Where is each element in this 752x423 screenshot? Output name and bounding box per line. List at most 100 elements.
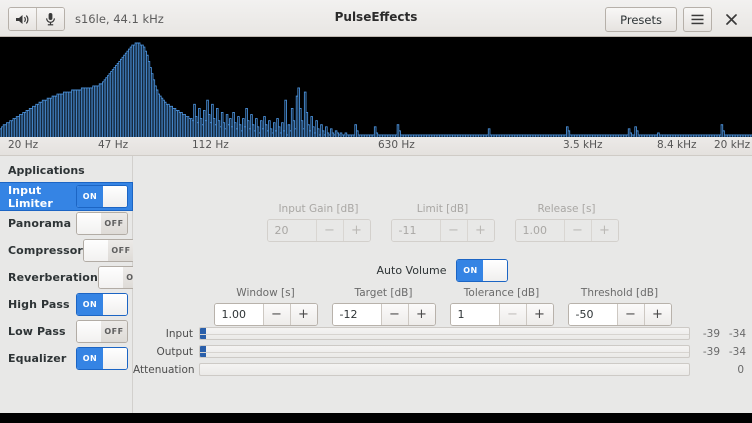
spectrum-graph bbox=[0, 42, 752, 137]
effect-toggle-state: OFF bbox=[101, 213, 127, 234]
auto-volume-row: Auto Volume ON bbox=[133, 259, 752, 282]
spectrum-waveform bbox=[0, 42, 752, 137]
limiter-top-controls: Input Gain [dB] 20− + Limit [dB] -11− + Releas… bbox=[133, 203, 752, 242]
spectrum-analyzer bbox=[0, 37, 752, 137]
spinner-increment-button[interactable]: + bbox=[289, 304, 317, 325]
spinner-label: Release [s] bbox=[537, 203, 596, 215]
sidebar-item-label: Panorama bbox=[8, 217, 72, 230]
effect-toggle-state: ON bbox=[77, 186, 103, 207]
sidebar-item-label: Equalizer bbox=[8, 352, 67, 365]
spinner-group: Window [s] 1.00− + bbox=[213, 287, 318, 326]
freq-axis-tick: 20 kHz bbox=[714, 139, 751, 151]
auto-volume-controls: Window [s] 1.00− + Target [dB] -12− + Toleranc… bbox=[133, 287, 752, 326]
freq-axis-tick: 8.4 kHz bbox=[657, 139, 697, 151]
spinner-decrement-button[interactable]: − bbox=[262, 304, 290, 325]
level-meters: Input -39 -34 Output -39 -34 Attenuation 0 bbox=[133, 326, 746, 380]
spinner-decrement-button: − bbox=[563, 220, 591, 241]
spinner-limit-db[interactable]: -11− + bbox=[390, 219, 495, 242]
meter-bar-output bbox=[199, 345, 690, 358]
close-icon[interactable] bbox=[718, 8, 744, 31]
content-area: Applications Input Limiter ON Panorama OFF C… bbox=[0, 156, 752, 413]
sidebar-item-panorama[interactable]: Panorama OFF bbox=[0, 210, 132, 237]
spinner-decrement-button: − bbox=[315, 220, 343, 241]
effect-toggle-state: ON bbox=[77, 294, 103, 315]
spinner-group: Target [dB] -12− + bbox=[331, 287, 436, 326]
meter-value: -39 bbox=[702, 327, 720, 340]
spinner-decrement-button: − bbox=[439, 220, 467, 241]
effect-toggle-switch[interactable]: OFF bbox=[76, 320, 128, 343]
sidebar-item-input-limiter[interactable]: Input Limiter ON bbox=[0, 182, 133, 211]
spinner-increment-button: + bbox=[466, 220, 494, 241]
spinner-value[interactable]: -50 bbox=[568, 304, 617, 325]
spinner-value[interactable]: 1.00 bbox=[515, 220, 564, 241]
spinner-group: Release [s] 1.00− + bbox=[514, 203, 619, 242]
meter-row: Output -39 -34 bbox=[133, 344, 746, 359]
meter-row: Attenuation 0 bbox=[133, 362, 746, 377]
sidebar-list: Input Limiter ON Panorama OFF Compressor OFF R… bbox=[0, 182, 150, 372]
spinner-tolerance-db[interactable]: 1− + bbox=[449, 303, 554, 326]
effect-toggle-state: OFF bbox=[101, 321, 127, 342]
frequency-axis: 20 Hz 47 Hz 112 Hz 630 Hz 3.5 kHz 8.4 kHz 20 k… bbox=[0, 137, 752, 156]
spinner-label: Input Gain [dB] bbox=[278, 203, 359, 215]
title-bar: s16le, 44.1 kHz PulseEffects Presets bbox=[0, 0, 752, 37]
effect-toggle-switch[interactable]: ON bbox=[76, 185, 128, 208]
effects-sidebar: Applications Input Limiter ON Panorama OFF C… bbox=[0, 156, 150, 413]
meter-row: Input -39 -34 bbox=[133, 326, 746, 341]
spinner-decrement-button[interactable]: − bbox=[616, 304, 644, 325]
effect-toggle-switch[interactable]: OFF bbox=[76, 212, 128, 235]
sidebar-item-high-pass[interactable]: High Pass ON bbox=[0, 291, 132, 318]
sidebar-item-label: High Pass bbox=[8, 298, 70, 311]
meter-bar-input bbox=[199, 327, 690, 340]
spinner-release-s[interactable]: 1.00− + bbox=[514, 219, 619, 242]
meter-label: Output bbox=[156, 345, 193, 358]
effect-toggle-switch[interactable]: OFF bbox=[82, 239, 135, 262]
meter-bar-attenuation bbox=[199, 363, 690, 376]
spinner-value[interactable]: -11 bbox=[391, 220, 440, 241]
effect-toggle-switch[interactable]: ON bbox=[76, 293, 128, 316]
auto-volume-switch[interactable]: ON bbox=[456, 259, 509, 282]
device-mode-toggle-group[interactable] bbox=[8, 7, 65, 31]
spinner-increment-button[interactable]: + bbox=[643, 304, 671, 325]
meter-values: -39 -34 bbox=[690, 346, 746, 358]
sidebar-item-equalizer[interactable]: Equalizer ON bbox=[0, 345, 132, 372]
effect-toggle-switch[interactable]: ON bbox=[76, 347, 128, 370]
spinner-threshold-db[interactable]: -50− + bbox=[567, 303, 672, 326]
spinner-increment-button: + bbox=[342, 220, 370, 241]
spinner-label: Limit [dB] bbox=[416, 203, 469, 215]
hamburger-menu-icon[interactable] bbox=[683, 7, 712, 32]
speaker-icon-button[interactable] bbox=[9, 8, 36, 30]
meter-value: -34 bbox=[728, 345, 746, 358]
titlebar-left-group: s16le, 44.1 kHz bbox=[8, 7, 164, 31]
meter-values: 0 bbox=[690, 364, 746, 376]
spinner-increment-button[interactable]: + bbox=[525, 304, 553, 325]
spinner-increment-button[interactable]: + bbox=[407, 304, 435, 325]
meter-fill bbox=[200, 346, 206, 357]
sidebar-item-label: Low Pass bbox=[8, 325, 66, 338]
spinner-decrement-button: − bbox=[498, 304, 526, 325]
sidebar-heading: Applications bbox=[8, 164, 85, 177]
freq-axis-tick: 630 Hz bbox=[378, 139, 415, 151]
spinner-input-gain-db[interactable]: 20− + bbox=[266, 219, 371, 242]
spinner-value[interactable]: -12 bbox=[332, 304, 381, 325]
sidebar-item-label: Input Limiter bbox=[8, 183, 53, 210]
presets-button[interactable]: Presets bbox=[605, 7, 677, 32]
screen-bottom-filler bbox=[0, 413, 752, 423]
effect-toggle-knob bbox=[103, 186, 127, 207]
effect-toggle-state: OFF bbox=[107, 240, 134, 261]
spinner-value[interactable]: 1.00 bbox=[214, 304, 263, 325]
spinner-group: Limit [dB] -11− + bbox=[390, 203, 495, 242]
sidebar-item-low-pass[interactable]: Low Pass OFF bbox=[0, 318, 132, 345]
microphone-icon-button[interactable] bbox=[36, 8, 64, 30]
spinner-value[interactable]: 20 bbox=[267, 220, 316, 241]
spinner-target-db[interactable]: -12− + bbox=[331, 303, 436, 326]
spinner-window-s[interactable]: 1.00− + bbox=[213, 303, 318, 326]
effect-toggle-knob bbox=[77, 321, 101, 342]
meter-value: -34 bbox=[728, 327, 746, 340]
meter-label: Attenuation bbox=[133, 363, 195, 376]
spinner-label: Window [s] bbox=[236, 287, 295, 299]
sidebar-item-reverberation[interactable]: ReverberationOFF bbox=[0, 264, 150, 291]
spinner-decrement-button[interactable]: − bbox=[380, 304, 408, 325]
sidebar-item-compressor[interactable]: Compressor OFF bbox=[0, 237, 135, 264]
spinner-value[interactable]: 1 bbox=[450, 304, 499, 325]
auto-volume-switch-state: ON bbox=[457, 260, 484, 281]
